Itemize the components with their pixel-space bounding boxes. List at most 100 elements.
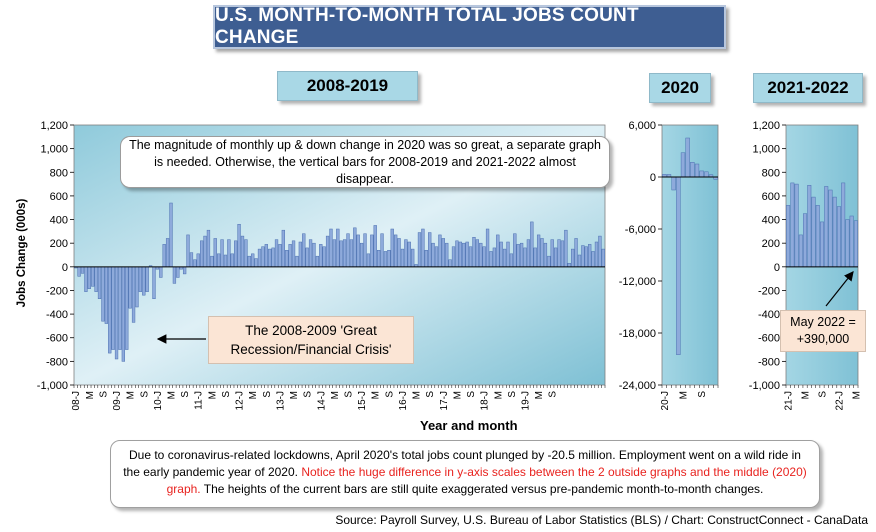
bar bbox=[680, 152, 686, 178]
bar bbox=[533, 247, 537, 268]
bar bbox=[271, 247, 275, 268]
x-tick-label: M bbox=[412, 391, 423, 399]
bar bbox=[84, 266, 88, 292]
bar bbox=[431, 242, 435, 268]
bar bbox=[588, 244, 592, 268]
bar bbox=[807, 185, 812, 268]
bar bbox=[291, 240, 296, 268]
bar bbox=[305, 247, 309, 268]
bar bbox=[377, 250, 381, 268]
x-tick-label: M bbox=[452, 391, 463, 399]
bar bbox=[445, 242, 449, 268]
bar bbox=[811, 196, 816, 268]
footnote-part3: The heights of the current bars are stil… bbox=[200, 482, 764, 496]
bar bbox=[591, 251, 595, 268]
bar bbox=[815, 205, 820, 268]
bar bbox=[451, 246, 456, 268]
y-tick-label: 800 bbox=[50, 167, 68, 179]
bar bbox=[373, 225, 377, 268]
bar bbox=[370, 234, 374, 268]
x-tick-label: S bbox=[221, 391, 232, 398]
x-tick-label: 10-J bbox=[153, 391, 164, 410]
x-tick-label: S bbox=[697, 391, 708, 398]
bar bbox=[206, 229, 211, 268]
bar bbox=[841, 182, 846, 268]
bar bbox=[836, 206, 841, 268]
bar bbox=[332, 239, 337, 268]
y-tick-label: 200 bbox=[762, 238, 780, 250]
bar bbox=[601, 248, 605, 268]
bar bbox=[220, 239, 224, 268]
y-tick-label: 0 bbox=[62, 262, 68, 274]
bar bbox=[557, 239, 561, 268]
x-tick-label: S bbox=[466, 391, 477, 398]
bar bbox=[424, 250, 428, 268]
bar bbox=[121, 266, 125, 362]
bar bbox=[176, 266, 180, 278]
bar bbox=[685, 137, 690, 178]
bar bbox=[523, 247, 527, 268]
bar bbox=[145, 266, 149, 292]
bar bbox=[312, 242, 316, 268]
bar bbox=[325, 235, 330, 268]
bar bbox=[322, 246, 326, 268]
x-tick-label: S bbox=[98, 391, 109, 398]
bar bbox=[308, 239, 313, 268]
bar bbox=[516, 244, 520, 268]
y-tick-label: 0 bbox=[774, 262, 780, 274]
bar bbox=[210, 255, 214, 268]
bar bbox=[560, 240, 565, 268]
callout-scale-note: The magnitude of monthly up & down chang… bbox=[120, 136, 610, 188]
bar bbox=[472, 237, 476, 268]
bar bbox=[390, 228, 394, 268]
bar bbox=[394, 234, 398, 268]
bar bbox=[448, 259, 452, 268]
x-tick-label: M bbox=[207, 391, 218, 399]
bar bbox=[803, 213, 808, 268]
bar bbox=[853, 220, 858, 268]
bar bbox=[193, 259, 197, 268]
bar bbox=[366, 253, 371, 268]
bar bbox=[564, 229, 568, 268]
bar bbox=[502, 248, 507, 268]
bar bbox=[319, 244, 323, 268]
bar bbox=[165, 238, 170, 268]
bar bbox=[574, 238, 578, 268]
y-tick-label: 400 bbox=[50, 215, 68, 227]
bar bbox=[441, 238, 445, 268]
bar bbox=[404, 239, 408, 268]
bar bbox=[400, 248, 405, 268]
callout-may-line1: May 2022 = bbox=[790, 315, 856, 329]
bar bbox=[598, 235, 602, 268]
bar bbox=[254, 258, 258, 268]
y-tick-label: 600 bbox=[50, 191, 68, 203]
panel-2020: 6,000 0 -6,000 -12,000 -18,000 -24,000 20-J M S bbox=[619, 120, 719, 410]
bar bbox=[363, 233, 367, 268]
bar bbox=[336, 228, 340, 268]
y-tick-label: -6,000 bbox=[625, 224, 656, 236]
bar bbox=[138, 266, 143, 292]
bar bbox=[798, 234, 803, 268]
bar bbox=[519, 242, 524, 268]
x-tick-label: M bbox=[534, 391, 545, 399]
bar bbox=[849, 215, 854, 268]
bar bbox=[349, 239, 354, 268]
bar bbox=[251, 253, 255, 268]
bar bbox=[339, 240, 343, 268]
x-tick-label: 22-J bbox=[834, 391, 845, 410]
bar bbox=[128, 266, 132, 309]
bar bbox=[581, 245, 585, 268]
x-tick-label: 21-J bbox=[784, 391, 795, 410]
x-tick-label: S bbox=[548, 391, 559, 398]
bar bbox=[118, 266, 122, 350]
bar bbox=[513, 233, 517, 268]
bar bbox=[530, 221, 534, 268]
y-tick-label: -600 bbox=[758, 333, 780, 345]
y-tick-label: -800 bbox=[46, 356, 68, 368]
x-tick-label: S bbox=[384, 391, 395, 398]
x-tick-label: M bbox=[801, 391, 812, 399]
x-tick-label: S bbox=[425, 391, 436, 398]
bar bbox=[694, 163, 700, 178]
bar bbox=[227, 239, 231, 268]
plot-area bbox=[661, 124, 719, 386]
